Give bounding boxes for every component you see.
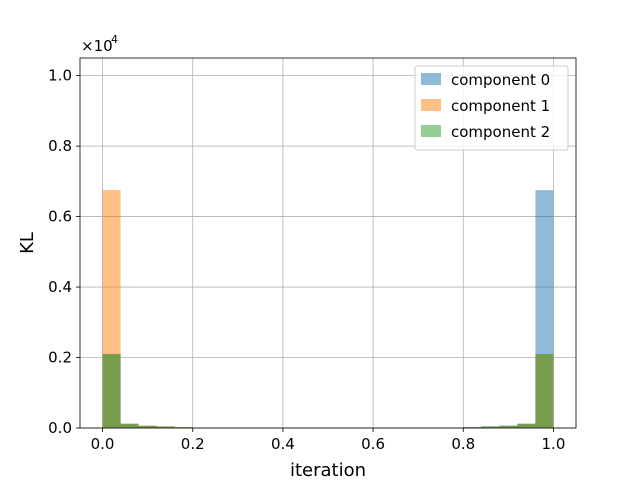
histogram-bar (120, 423, 139, 428)
histogram-bar (481, 426, 500, 428)
legend-entry-label: component 0 (451, 71, 550, 89)
x-tick-label: 0.2 (181, 435, 205, 453)
plot-frame (79, 57, 577, 429)
x-tick-label: 0.6 (361, 435, 385, 453)
y-tick-label: 0.8 (48, 137, 72, 155)
legend-swatch (421, 125, 441, 137)
histogram-bar (517, 423, 536, 428)
x-axis-ticks: 0.0 0.2 0.4 0.6 0.8 1.0 (91, 428, 566, 453)
histogram-bar (535, 354, 554, 428)
y-tick-label: 0.0 (48, 419, 72, 437)
y-tick-label: 0.4 (48, 278, 72, 296)
x-tick-label: 0.8 (451, 435, 475, 453)
histogram-bar (102, 354, 121, 428)
series-2-bars (102, 354, 554, 428)
y-tick-label: 0.2 (48, 349, 72, 367)
x-tick-label: 0.4 (271, 435, 295, 453)
y-multiplier-exponent: 4 (111, 33, 118, 46)
legend-entry-label: component 2 (451, 123, 550, 141)
y-multiplier-base: ×10 (81, 37, 113, 55)
histogram-bar (138, 425, 157, 428)
y-tick-label: 1.0 (48, 67, 72, 85)
legend-swatch (421, 99, 441, 111)
x-tick-label: 1.0 (542, 435, 566, 453)
y-axis-label: KL (17, 232, 38, 254)
histogram-bar (156, 426, 175, 428)
legend: component 0 component 1 component 2 (414, 65, 569, 151)
x-tick-label: 0.0 (91, 435, 115, 453)
histogram-bar (499, 425, 518, 428)
y-tick-label: 0.6 (48, 208, 72, 226)
legend-box (414, 65, 569, 151)
legend-entry-label: component 1 (451, 97, 550, 115)
legend-swatch (421, 73, 441, 85)
y-axis-ticks: 0.0 0.2 0.4 0.6 0.8 1.0 (48, 67, 80, 437)
x-axis-label: iteration (290, 460, 366, 480)
